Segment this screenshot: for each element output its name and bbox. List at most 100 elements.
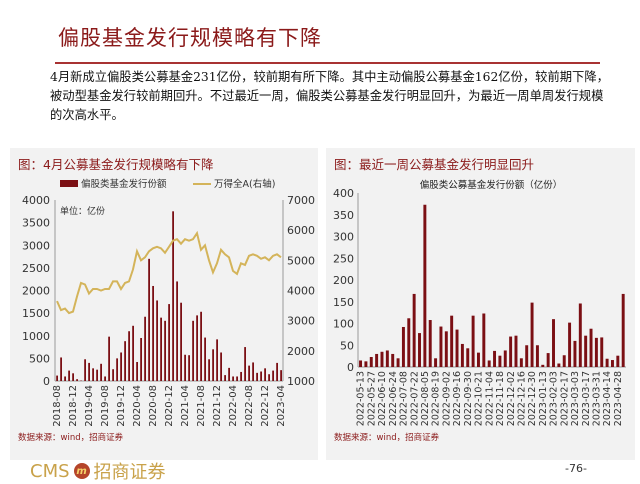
bar	[164, 321, 166, 381]
bar	[280, 370, 282, 381]
bar	[156, 300, 158, 381]
bar	[563, 355, 566, 367]
y-tick-label: 3500	[22, 217, 50, 230]
bar	[232, 376, 234, 381]
x-tick-label: 2018-08	[52, 385, 63, 427]
bar	[56, 376, 58, 381]
bar	[216, 339, 218, 381]
bar	[140, 338, 142, 381]
x-tick-label: 2022-06-10	[377, 371, 388, 426]
bar	[168, 304, 170, 381]
bar	[192, 321, 194, 381]
x-tick-label: 2022-05-27	[366, 371, 377, 426]
bar	[402, 327, 405, 367]
bar	[180, 303, 182, 381]
bar	[595, 338, 598, 367]
x-tick-label: 2022-08-19	[431, 371, 442, 426]
bar	[600, 337, 603, 367]
chart-subtitle: 偏股类公募基金发行份额（亿份）	[420, 179, 563, 191]
page-title: 偏股基金发行规模略有下降	[58, 22, 322, 52]
x-tick-label: 2022-12-16	[516, 371, 527, 426]
bar	[541, 365, 544, 367]
x-tick-label: 2021-04	[180, 385, 191, 427]
bar	[104, 376, 106, 381]
y2-tick-label: 5000	[287, 254, 315, 267]
legend-line-label: 万得全A(右轴)	[214, 178, 275, 190]
x-tick-label: 2021-12	[212, 385, 223, 427]
bar	[220, 352, 222, 381]
bar	[84, 359, 86, 381]
bar	[557, 364, 560, 367]
unit-note: 单位：亿份	[60, 205, 105, 217]
bar	[429, 320, 432, 367]
x-tick-label: 2023-03-17	[581, 371, 592, 426]
bar	[552, 319, 555, 367]
bar	[364, 361, 367, 367]
bar	[498, 356, 501, 367]
cms-logo: CMS m 招商证券	[30, 458, 166, 484]
y-tick-label: 350	[333, 209, 354, 222]
y-tick-label: 0	[347, 361, 354, 374]
bar	[418, 333, 421, 367]
x-tick-label: 2022-12-02	[506, 371, 517, 426]
x-tick-label: 2023-02-03	[549, 371, 560, 426]
bar	[260, 371, 262, 381]
bar	[120, 352, 122, 381]
y-tick-label: 1500	[22, 307, 50, 320]
x-tick-label: 2019-04	[84, 385, 95, 427]
x-tick-label: 2022-05-13	[356, 371, 367, 426]
x-tick-label: 2022-12	[260, 385, 271, 427]
y-tick-label: 2500	[22, 262, 50, 275]
bar	[144, 317, 146, 381]
bar	[456, 330, 459, 367]
bar	[573, 341, 576, 367]
x-tick-label: 2022-08-05	[420, 371, 431, 426]
bar	[212, 349, 214, 381]
bar	[272, 371, 274, 381]
y-tick-label: 100	[333, 318, 354, 331]
title-divider	[55, 62, 600, 64]
x-tick-label: 2023-02-17	[559, 371, 570, 426]
bar	[568, 323, 571, 367]
bar	[509, 337, 512, 367]
bar	[520, 358, 523, 367]
bar	[188, 355, 190, 381]
x-tick-label: 2020-12	[164, 385, 175, 427]
x-tick-label: 2020-04	[132, 385, 143, 427]
bar	[264, 368, 266, 381]
bar	[375, 354, 378, 367]
bar	[200, 312, 202, 381]
bar	[148, 259, 150, 381]
bar	[160, 318, 162, 381]
bar	[579, 303, 582, 367]
x-tick-label: 2022-08	[244, 385, 255, 427]
bar	[72, 373, 74, 381]
legend-bar-swatch	[60, 180, 78, 187]
bar	[176, 281, 178, 381]
x-tick-label: 2022-04	[228, 385, 239, 427]
logo-badge-icon: m	[74, 463, 90, 479]
bar	[547, 353, 550, 367]
x-tick-label: 2022-09-02	[441, 371, 452, 426]
bar	[224, 375, 226, 381]
bar	[256, 373, 258, 381]
bar	[108, 337, 110, 381]
bar	[450, 316, 453, 367]
bar	[124, 341, 126, 381]
bar	[525, 345, 528, 367]
bar	[112, 369, 114, 381]
page-number: -76-	[565, 462, 587, 475]
monthly-issuance-chart: 0500100015002000250030003500400010002000…	[10, 148, 318, 460]
bar	[132, 326, 134, 381]
bar	[397, 358, 400, 367]
y-tick-label: 3000	[22, 239, 50, 252]
bar	[184, 355, 186, 381]
bar	[276, 363, 278, 381]
x-tick-label: 2023-04-14	[602, 371, 613, 426]
y2-tick-label: 6000	[287, 224, 315, 237]
bar	[370, 357, 373, 367]
bar	[236, 376, 238, 381]
